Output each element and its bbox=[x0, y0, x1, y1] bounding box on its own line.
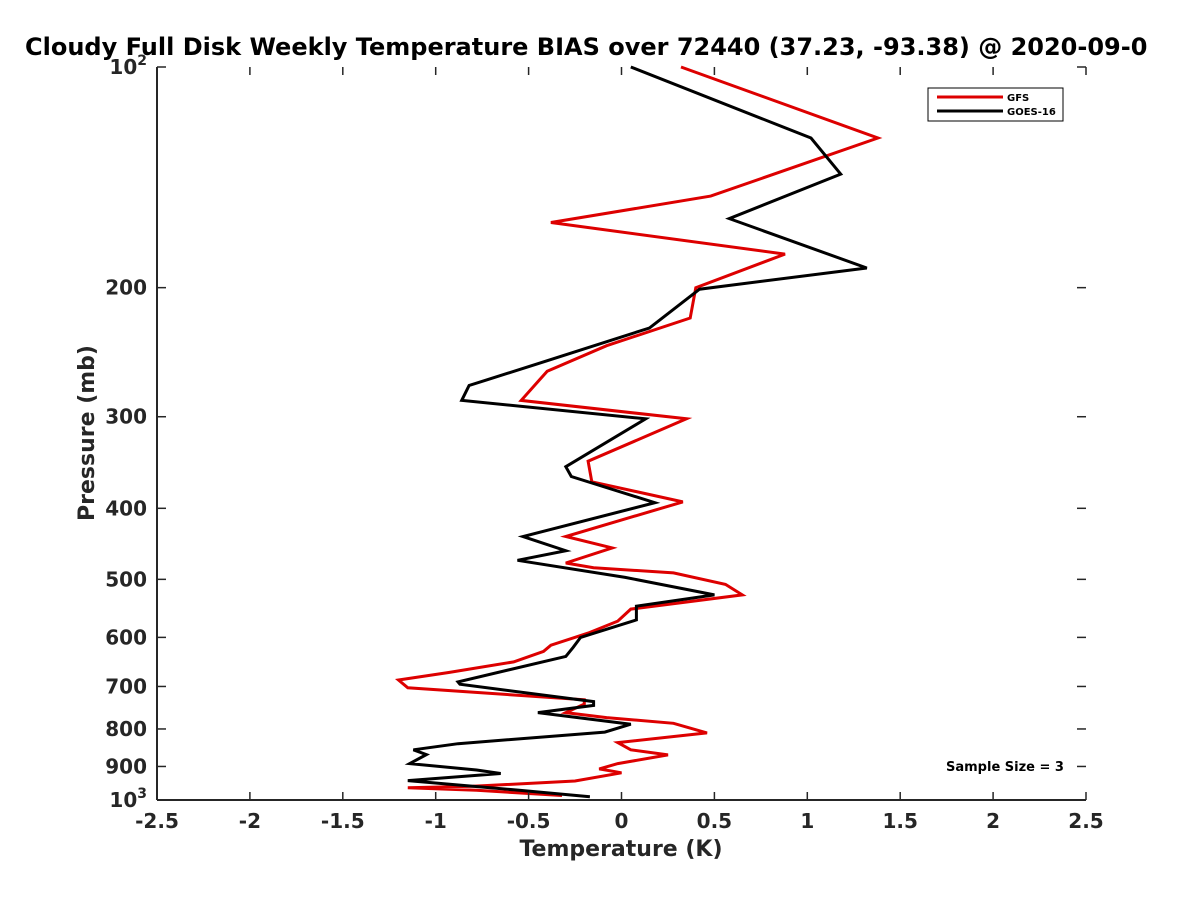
y-ticks: 102 200 300 400 500 600 700 800 900 103 bbox=[105, 53, 1086, 812]
x-tick-label: -1.5 bbox=[321, 809, 365, 833]
y-tick-label: 500 bbox=[105, 567, 147, 591]
x-tick-label: -2 bbox=[239, 809, 261, 833]
x-axis-label: Temperature (K) bbox=[519, 837, 722, 862]
x-tick-label: -2.5 bbox=[135, 809, 179, 833]
x-tick-label: -1 bbox=[425, 809, 447, 833]
series-layer bbox=[394, 65, 883, 799]
y-tick-label: 103 bbox=[109, 786, 147, 812]
chart-title: Cloudy Full Disk Weekly Temperature BIAS… bbox=[25, 33, 1147, 61]
x-tick-label: 2.5 bbox=[1068, 809, 1103, 833]
y-tick-label: 600 bbox=[105, 625, 147, 649]
y-tick-label: 900 bbox=[105, 754, 147, 778]
legend: GFS GOES-16 bbox=[927, 87, 1064, 122]
x-tick-label: 2 bbox=[986, 809, 1000, 833]
y-tick-label: 200 bbox=[105, 276, 147, 300]
series-line-gfs bbox=[394, 65, 883, 797]
legend-label-gfs: GFS bbox=[1007, 93, 1029, 104]
y-tick-label: 700 bbox=[105, 674, 147, 698]
y-tick-label: 300 bbox=[105, 405, 147, 429]
y-axis-label: Pressure (mb) bbox=[75, 345, 100, 521]
x-tick-label: 1.5 bbox=[882, 809, 917, 833]
x-tick-label: 0.5 bbox=[697, 809, 732, 833]
y-tick-label: 800 bbox=[105, 717, 147, 741]
x-tick-label: 0 bbox=[615, 809, 629, 833]
series-line-goes16 bbox=[404, 65, 868, 799]
sample-size-annotation: Sample Size = 3 bbox=[946, 760, 1064, 775]
x-tick-label: -0.5 bbox=[507, 809, 551, 833]
legend-box bbox=[927, 87, 1064, 122]
y-tick-label: 102 bbox=[109, 53, 147, 79]
x-ticks: -2.5 -2 -1.5 -1 -0.5 0 0.5 1 1.5 2 2.5 bbox=[135, 67, 1104, 833]
legend-label-goes16: GOES-16 bbox=[1007, 107, 1056, 118]
x-tick-label: 1 bbox=[800, 809, 814, 833]
y-tick-label: 400 bbox=[105, 496, 147, 520]
